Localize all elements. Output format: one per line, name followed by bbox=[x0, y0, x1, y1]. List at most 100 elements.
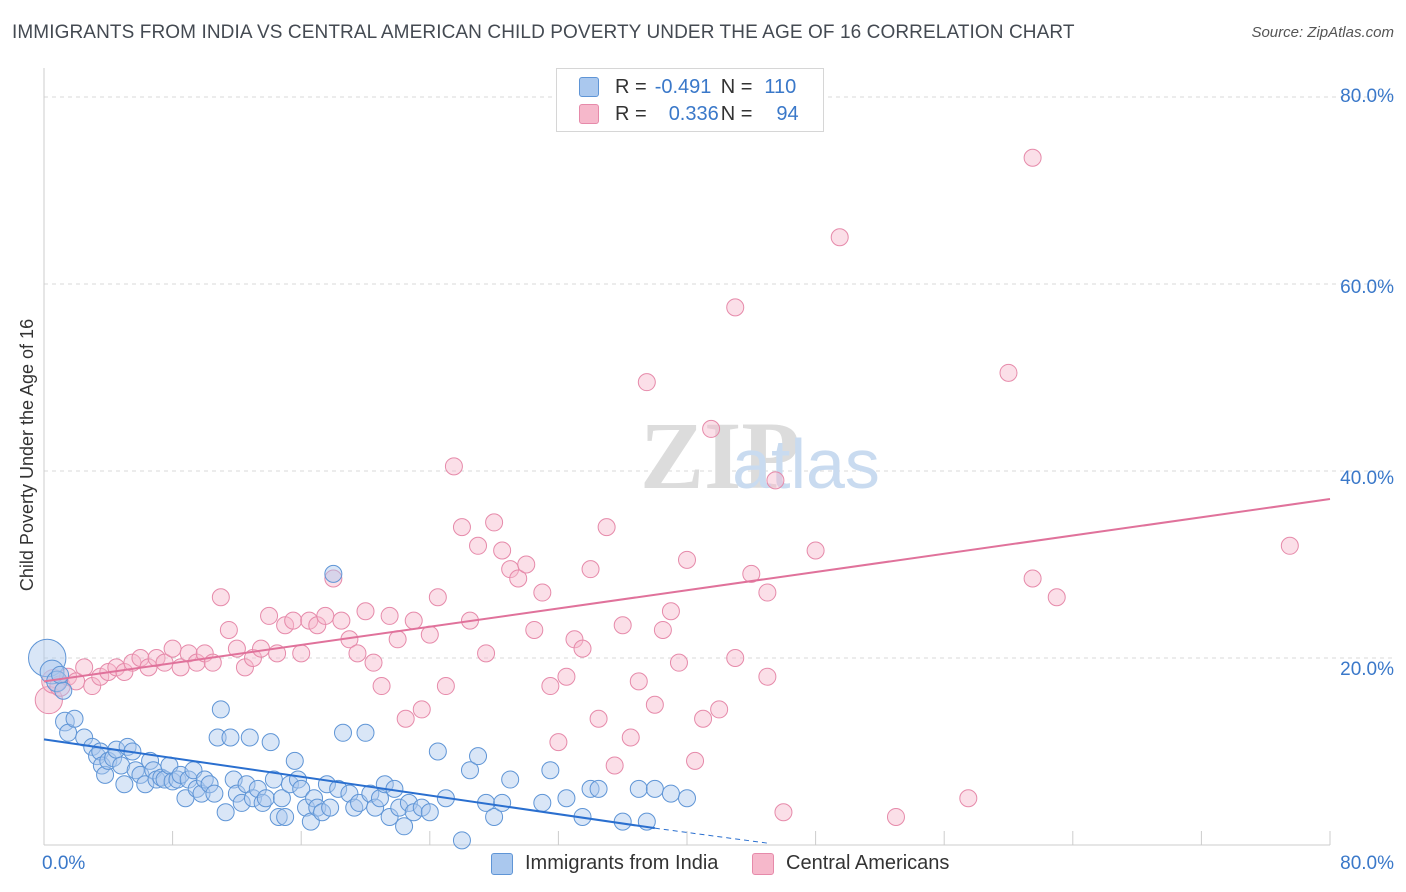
ca-point bbox=[477, 644, 496, 663]
india-point bbox=[557, 789, 576, 808]
india-point bbox=[65, 709, 84, 728]
ca-point bbox=[517, 555, 536, 574]
ca-point bbox=[621, 728, 640, 747]
ca-point bbox=[324, 569, 343, 588]
india-point bbox=[370, 789, 389, 808]
india-point bbox=[205, 784, 224, 803]
n-label: N = bbox=[720, 75, 753, 98]
india-point bbox=[115, 775, 134, 794]
india-point bbox=[92, 756, 111, 775]
india-point bbox=[361, 784, 380, 803]
india-point bbox=[208, 728, 227, 747]
ca-point bbox=[549, 733, 568, 752]
watermark-atlas: atlas bbox=[732, 425, 880, 503]
india-point bbox=[240, 728, 259, 747]
ca-point bbox=[404, 611, 423, 630]
ca-point bbox=[830, 228, 849, 247]
ca-point bbox=[412, 700, 431, 719]
ca-point bbox=[219, 620, 238, 639]
ca-point bbox=[485, 513, 504, 532]
india-point bbox=[292, 779, 311, 798]
india-point bbox=[340, 784, 359, 803]
ca-point bbox=[356, 602, 375, 621]
ca-point bbox=[613, 616, 632, 635]
ca-point bbox=[766, 471, 785, 490]
legend-item-india: Immigrants from India bbox=[491, 852, 718, 875]
ca-point bbox=[1047, 588, 1066, 607]
ca-point bbox=[999, 363, 1018, 382]
r-value-india: -0.491 bbox=[654, 75, 712, 98]
india-point bbox=[141, 751, 160, 770]
ca-point bbox=[420, 625, 439, 644]
y-axis-label: Child Poverty Under the Age of 16 bbox=[17, 318, 37, 592]
n-value-ca: 94 bbox=[776, 102, 799, 125]
ca-point bbox=[1280, 536, 1299, 555]
india-point bbox=[420, 803, 439, 822]
ca-point bbox=[444, 457, 463, 476]
ca-point bbox=[669, 653, 688, 672]
india-point bbox=[661, 784, 680, 803]
ca-point bbox=[629, 672, 648, 691]
y-tick-20: 20.0% bbox=[1340, 659, 1394, 680]
india-trend-extension bbox=[654, 827, 768, 844]
ca-point bbox=[806, 541, 825, 560]
ca-point bbox=[163, 639, 182, 658]
n-label: N = bbox=[720, 102, 753, 125]
india-point bbox=[136, 775, 155, 794]
legend-item-ca: Central Americans bbox=[752, 852, 949, 875]
india-point bbox=[469, 747, 488, 766]
ca-point bbox=[1023, 569, 1042, 588]
ca-legend-swatch bbox=[752, 852, 774, 875]
ca-point bbox=[959, 789, 978, 808]
ca-point bbox=[742, 564, 761, 583]
ca-point bbox=[661, 602, 680, 621]
india-point bbox=[678, 789, 696, 808]
ca-point bbox=[211, 588, 230, 607]
india-point bbox=[276, 807, 295, 826]
ca-point bbox=[774, 803, 793, 822]
y-tick-60: 60.0% bbox=[1340, 277, 1394, 298]
ca-point bbox=[372, 677, 391, 696]
x-tick-min: 0.0% bbox=[42, 853, 86, 874]
india-swatch bbox=[579, 77, 599, 97]
series-legend: Immigrants from India Central Americans bbox=[0, 852, 1406, 878]
ca-point bbox=[260, 606, 279, 625]
source-label: Source: ZipAtlas.com bbox=[1251, 24, 1394, 41]
ca-point bbox=[726, 649, 745, 667]
y-tick-40: 40.0% bbox=[1340, 468, 1394, 489]
stats-legend: R = -0.491 N = 110 R = 0.336 N = 94 bbox=[556, 68, 824, 132]
ca-point bbox=[678, 550, 696, 569]
r-label: R = bbox=[615, 102, 647, 125]
india-point bbox=[333, 723, 352, 742]
ca-point bbox=[573, 639, 592, 658]
india-point bbox=[501, 770, 520, 789]
india-point bbox=[305, 789, 324, 808]
ca-point bbox=[284, 611, 303, 630]
watermark: ZIP atlas bbox=[640, 402, 880, 509]
india-point bbox=[390, 798, 409, 817]
x-tick-max: 80.0% bbox=[1340, 853, 1394, 874]
india-point bbox=[366, 798, 385, 817]
ca-point bbox=[364, 653, 383, 672]
ca-point bbox=[694, 709, 713, 728]
ca-swatch bbox=[579, 104, 599, 124]
chart-title: IMMIGRANTS FROM INDIA VS CENTRAL AMERICA… bbox=[12, 22, 1075, 43]
india-point bbox=[272, 789, 291, 808]
india-point bbox=[395, 817, 414, 836]
india-point bbox=[232, 793, 251, 812]
ca-point bbox=[452, 518, 471, 537]
ca-point bbox=[557, 667, 576, 686]
india-point bbox=[96, 765, 115, 784]
y-tick-80: 80.0% bbox=[1340, 86, 1394, 107]
ca-point bbox=[541, 677, 560, 696]
ca-point bbox=[653, 620, 672, 639]
ca-point bbox=[758, 667, 777, 686]
india-point bbox=[485, 807, 504, 826]
ca-point bbox=[589, 709, 608, 728]
india-point bbox=[112, 756, 131, 775]
legend-row-india: R = -0.491 N = 110 bbox=[579, 74, 796, 100]
ca-point bbox=[1023, 148, 1042, 167]
ca-point bbox=[758, 583, 777, 602]
ca-point bbox=[388, 630, 407, 649]
